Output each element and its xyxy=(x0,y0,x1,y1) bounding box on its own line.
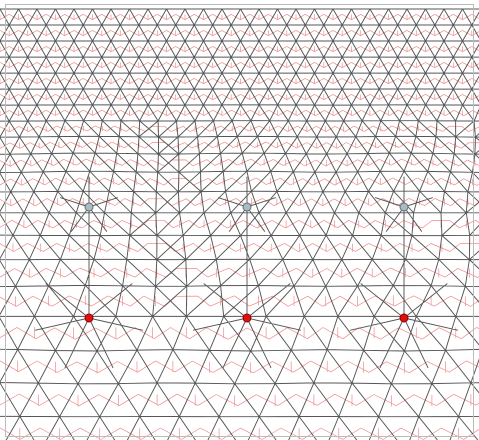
defect-bottom-dot-2 xyxy=(242,313,252,323)
defect-bottom-dot-1 xyxy=(84,313,94,323)
defect-top-dot-1 xyxy=(84,202,94,212)
lattice-edge-path xyxy=(0,8,479,440)
defect-bottom-dot-3 xyxy=(399,313,409,323)
defect-markers xyxy=(84,202,409,323)
defect-top-dot-2 xyxy=(242,202,252,212)
lattice-edges xyxy=(0,8,479,440)
defect-top-dot-3 xyxy=(399,202,409,212)
diagram-frame xyxy=(5,4,474,437)
